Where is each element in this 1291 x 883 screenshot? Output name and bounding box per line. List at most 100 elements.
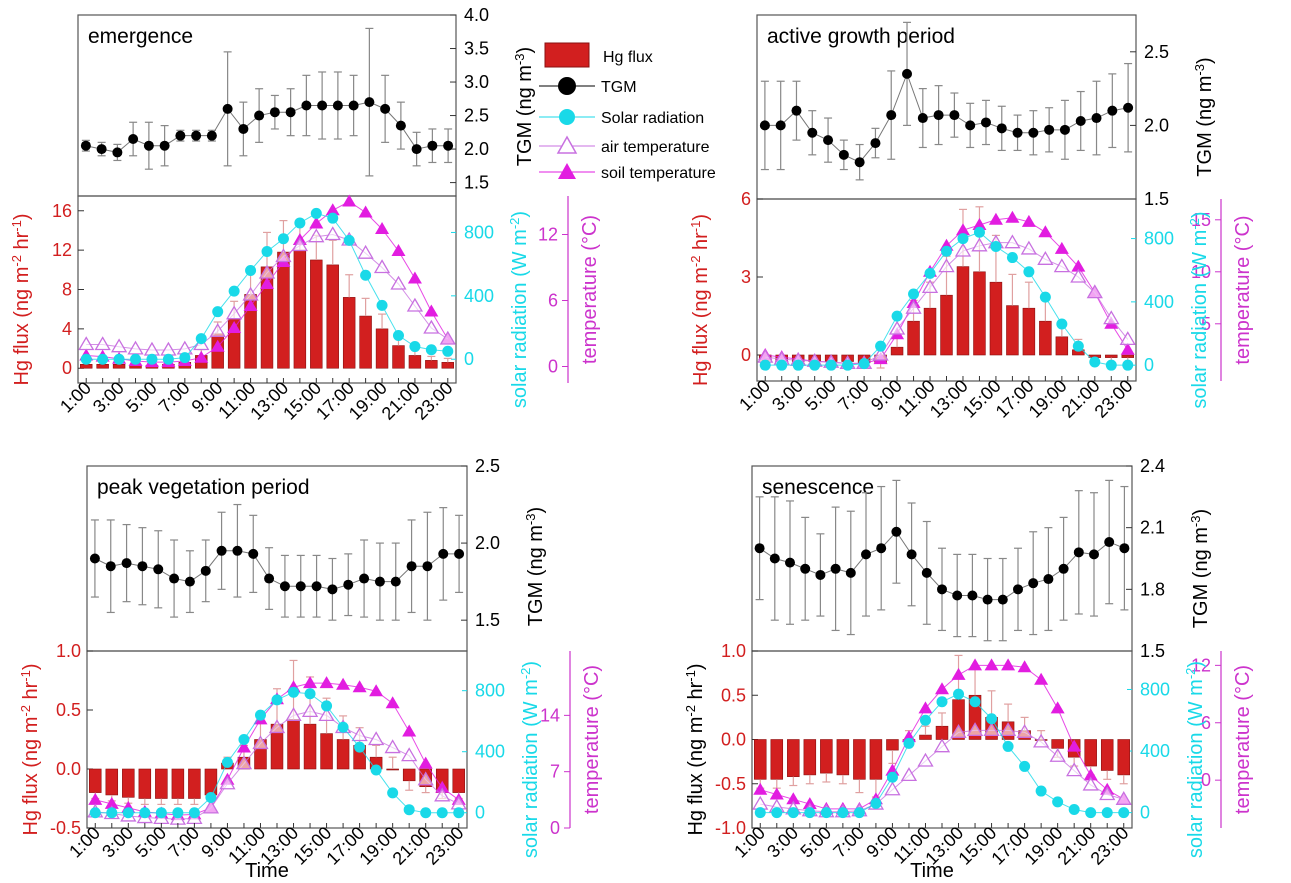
flux-bar <box>1121 354 1134 358</box>
air-temp-point <box>938 258 955 273</box>
flux-bar <box>188 768 201 799</box>
soil-temp-point <box>227 321 242 333</box>
tgm-point <box>232 545 243 556</box>
soil-temp-point <box>1067 739 1082 752</box>
air-temp-point <box>384 739 401 754</box>
air-temp-point <box>1020 240 1038 255</box>
tgm-point <box>965 120 976 131</box>
solar-point <box>1019 760 1031 772</box>
solar-point <box>908 288 920 300</box>
air-temp-point <box>933 738 951 753</box>
tgm-tick-label: 2.0 <box>1144 115 1169 135</box>
solar-point <box>205 791 217 803</box>
soil-temp-point <box>935 682 949 695</box>
tgm-tick-label: 3.5 <box>464 39 489 59</box>
legend-label-flux: Hg flux <box>603 49 653 66</box>
temp-tick-label: 12 <box>1191 655 1211 675</box>
solar-point <box>936 696 948 708</box>
solar-tick-label: 800 <box>475 681 505 701</box>
soil-temp-point <box>988 212 1003 225</box>
solar-point <box>990 240 1002 252</box>
air-temp-point <box>285 707 302 722</box>
flux-tick-label: 12 <box>52 240 72 260</box>
air-temp-point <box>1115 791 1132 805</box>
soil-temp-point <box>769 787 784 800</box>
flux-bar <box>1100 739 1114 771</box>
tgm-point <box>996 123 1007 134</box>
legend-marker-soil <box>558 163 576 179</box>
air-temp-point <box>78 336 95 351</box>
air-temp-point <box>434 787 451 802</box>
soil-temp-point <box>1034 672 1049 685</box>
solar-point <box>122 807 134 819</box>
soil-temp-point <box>260 277 274 289</box>
solar-point <box>842 359 854 371</box>
tgm-point <box>80 140 91 151</box>
legend-marker-solar <box>559 109 575 125</box>
tgm-point <box>1119 543 1130 554</box>
air-temp-point <box>219 775 236 790</box>
tgm-tick-label: 2.0 <box>464 139 489 159</box>
air-temp-point <box>884 781 901 796</box>
solar-tick-label: 0 <box>464 349 474 369</box>
temp-tick-label: 0 <box>1201 770 1211 790</box>
solar-point <box>106 807 118 819</box>
tgm-point <box>870 138 881 149</box>
tgm-point <box>1073 547 1084 558</box>
air-temp-point <box>921 279 939 294</box>
air-temp-point <box>971 237 988 252</box>
air-temp-point <box>94 336 111 351</box>
tgm-point <box>427 140 438 151</box>
tgm-point <box>105 561 116 572</box>
air-temp-point <box>401 747 418 762</box>
temp-tick-label: 5 <box>1201 314 1211 334</box>
soil-temp-point <box>972 218 987 230</box>
tgm-point <box>1075 115 1086 126</box>
flux-bar <box>89 768 102 793</box>
flux-bar <box>1084 739 1097 767</box>
soil-temp-point <box>918 701 933 714</box>
soil-temp-point <box>194 350 209 363</box>
tgm-point <box>1104 537 1115 548</box>
tgm-point <box>891 526 902 537</box>
soil-temp-point <box>303 676 318 689</box>
solar-point <box>89 807 101 819</box>
tgm-tick-label: 1.5 <box>1140 641 1165 661</box>
tgm-point <box>301 100 312 111</box>
tgm-point <box>1123 102 1134 113</box>
solar-point <box>1085 807 1097 819</box>
air-temp-point <box>202 799 220 814</box>
solar-point <box>858 358 870 370</box>
tgm-point <box>279 581 290 592</box>
temp-tick-label: 12 <box>538 225 558 245</box>
soil-temp-point <box>352 680 367 693</box>
tgm-point <box>1091 113 1102 124</box>
solar-point <box>288 686 300 698</box>
tgm-tick-label: 2.0 <box>475 533 500 553</box>
solar-point <box>294 217 306 229</box>
flux-bar <box>441 362 454 369</box>
x-axis-title: Time <box>245 860 289 882</box>
solar-point <box>420 807 432 819</box>
tgm-point <box>967 590 978 601</box>
flux-bar <box>320 733 333 770</box>
solar-point <box>354 741 366 753</box>
solar-tick-label: 0 <box>1140 803 1150 823</box>
air-temp-point <box>390 275 407 290</box>
tgm-point <box>411 144 422 155</box>
air-temp-point <box>1004 234 1021 249</box>
flux-bar <box>1105 354 1118 358</box>
solar-point <box>957 233 969 245</box>
solar-axis-title: solar radiation (W m-2) <box>518 661 543 858</box>
tgm-line <box>94 550 460 590</box>
solar-point <box>370 764 382 776</box>
tgm-point <box>997 594 1008 605</box>
tgm-point <box>200 565 211 576</box>
chart-panel-3: peak vegetation period 1.5 2.0 2.5 -0.5 0.0 0.… <box>50 456 571 882</box>
tgm-tick-label: 1.5 <box>464 173 489 193</box>
air-temp-point <box>983 722 1000 737</box>
tgm-point <box>1028 578 1039 589</box>
flux-bar <box>293 249 307 369</box>
temp-tick-label: 10 <box>1191 262 1211 282</box>
